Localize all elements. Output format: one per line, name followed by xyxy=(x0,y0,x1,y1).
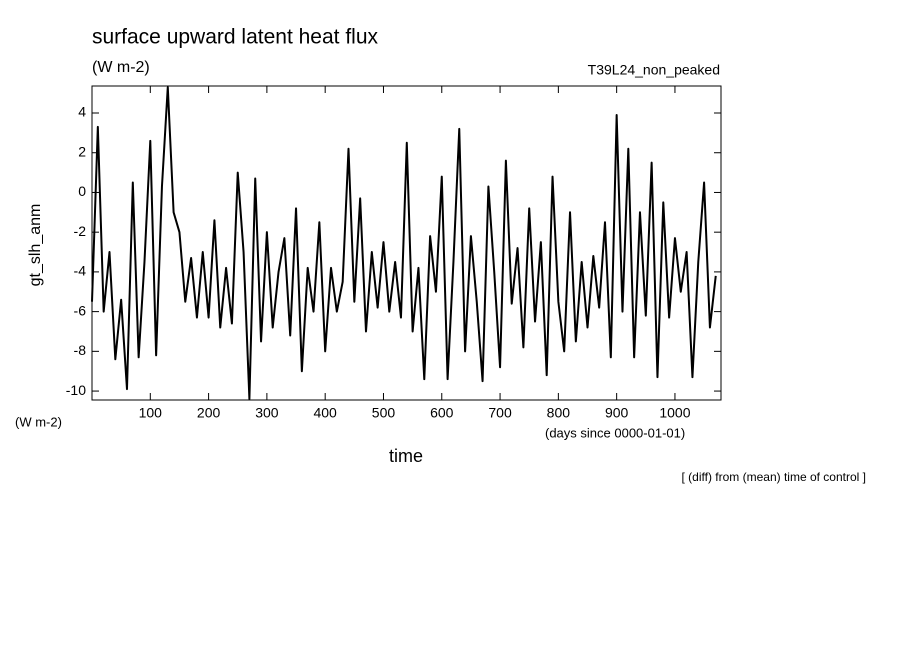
y-tick-label: 2 xyxy=(78,143,86,159)
y-unit: (W m-2) xyxy=(15,414,62,429)
series-line xyxy=(91,86,717,401)
x-tick-label: 300 xyxy=(255,405,279,421)
note: [ (diff) from (mean) time of control ] xyxy=(682,470,867,484)
chart-title: surface upward latent heat flux xyxy=(92,26,379,49)
x-axis-label: time xyxy=(389,446,423,466)
y-tick-label: -4 xyxy=(74,263,87,279)
y-axis-label: gt_slh_anm xyxy=(27,204,44,287)
x-unit: (days since 0000-01-01) xyxy=(545,425,685,440)
x-tick-label: 500 xyxy=(372,405,396,421)
x-tick-label: 800 xyxy=(547,405,571,421)
y-tick-label: -2 xyxy=(74,223,87,239)
y-tick-label: -6 xyxy=(74,302,87,318)
plot-frame xyxy=(91,85,722,401)
x-tick-label: 900 xyxy=(605,405,629,421)
x-tick-label: 100 xyxy=(139,405,163,421)
x-tick-label: 1000 xyxy=(659,405,690,421)
x-tick-label: 600 xyxy=(430,405,454,421)
y-tick-label: 0 xyxy=(78,183,86,199)
x-tick-label: 200 xyxy=(197,405,221,421)
y-tick-label: -8 xyxy=(74,342,87,358)
chart-subtitle: (W m-2) xyxy=(92,59,150,76)
run-label: T39L24_non_peaked xyxy=(588,62,720,78)
y-tick-label: 4 xyxy=(78,104,86,120)
y-tick-label: -10 xyxy=(66,382,86,398)
x-tick-label: 400 xyxy=(313,405,337,421)
x-tick-label: 700 xyxy=(488,405,512,421)
